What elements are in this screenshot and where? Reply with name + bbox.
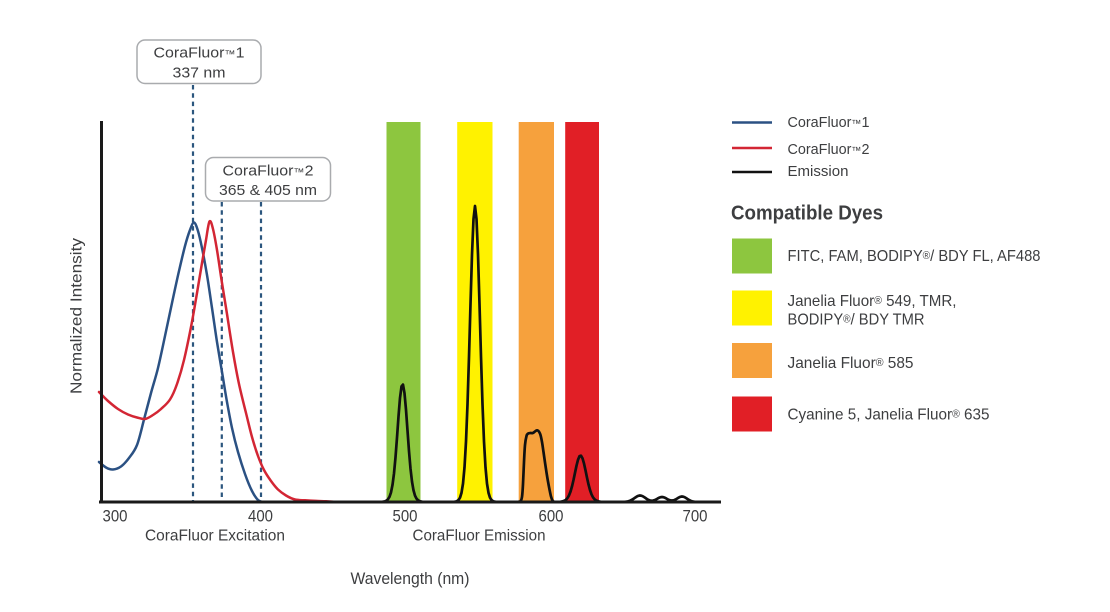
svg-text:FITC, FAM, BODIPY®/ BDY FL, AF: FITC, FAM, BODIPY®/ BDY FL, AF488: [788, 248, 1041, 265]
svg-text:400: 400: [248, 507, 273, 526]
svg-text:500: 500: [393, 507, 418, 526]
svg-text:CoraFluor Excitation: CoraFluor Excitation: [145, 528, 285, 545]
svg-text:CoraFluor™1: CoraFluor™1: [788, 114, 870, 131]
svg-text:337 nm: 337 nm: [173, 65, 226, 82]
svg-text:CoraFluor™2: CoraFluor™2: [788, 141, 870, 158]
svg-text:Cyanine 5, Janelia Fluor® 635: Cyanine 5, Janelia Fluor® 635: [788, 407, 990, 424]
svg-text:300: 300: [103, 507, 128, 526]
svg-text:CoraFluor™1: CoraFluor™1: [154, 45, 245, 62]
svg-text:Compatible Dyes: Compatible Dyes: [731, 203, 883, 225]
svg-text:Wavelength (nm): Wavelength (nm): [351, 569, 470, 588]
svg-text:Normalized Intensity: Normalized Intensity: [69, 238, 86, 394]
svg-text:Janelia Fluor® 549, TMR,: Janelia Fluor® 549, TMR,: [788, 293, 957, 310]
svg-text:700: 700: [683, 507, 708, 526]
svg-text:600: 600: [539, 507, 564, 526]
svg-text:CoraFluor Emission: CoraFluor Emission: [413, 528, 546, 545]
svg-text:Emission: Emission: [788, 163, 849, 180]
svg-text:365 & 405 nm: 365 & 405 nm: [219, 182, 317, 199]
svg-text:BODIPY®/ BDY TMR: BODIPY®/ BDY TMR: [788, 312, 925, 329]
svg-text:Janelia Fluor® 585: Janelia Fluor® 585: [788, 355, 914, 372]
svg-text:CoraFluor™2: CoraFluor™2: [223, 163, 314, 180]
